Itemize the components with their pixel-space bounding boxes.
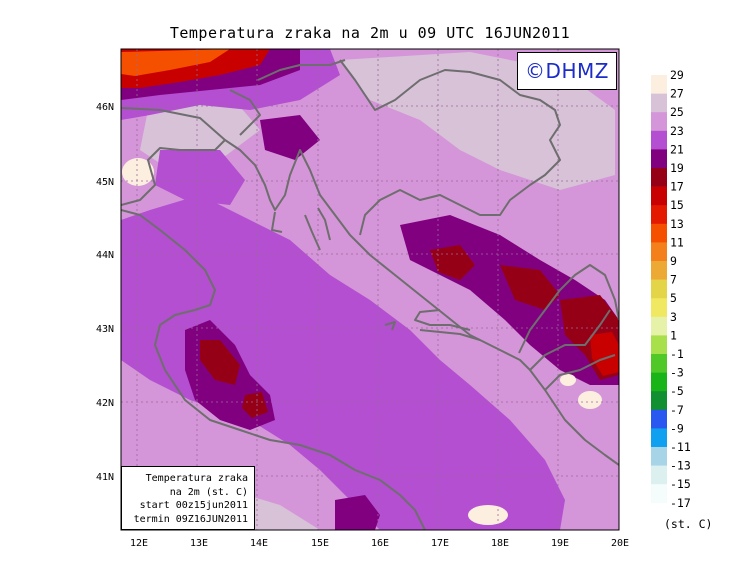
colorbar-label: 9	[670, 254, 677, 268]
colorbar-swatch	[651, 391, 667, 411]
y-axis: 41N 42N 43N 44N 45N 46N	[96, 102, 114, 483]
y-tick: 43N	[96, 324, 114, 335]
colorbar-swatch	[651, 168, 667, 187]
colorbar-label: -1	[670, 347, 684, 361]
colorbar-label: 5	[670, 291, 677, 305]
field-core-6	[590, 332, 619, 376]
colorbar-swatch	[651, 465, 667, 485]
dhmz-logo: ©DHMZ	[517, 52, 617, 90]
y-tick: 44N	[96, 250, 114, 261]
colorbar-label: -5	[670, 384, 684, 398]
colorbar-label: 17	[670, 180, 684, 194]
colorbar-swatch	[651, 205, 667, 225]
colorbar-swatch	[651, 409, 667, 429]
colorbar-swatch	[651, 372, 667, 392]
info-line: Temperatura zraka	[145, 473, 248, 484]
colorbar-label: 7	[670, 273, 677, 287]
field-spot-1	[122, 158, 154, 186]
colorbar-label: 11	[670, 235, 684, 249]
sea-field	[121, 195, 565, 530]
colorbar-label: 1	[670, 328, 677, 342]
field-istria-warm	[260, 115, 320, 160]
field-spot-2	[468, 505, 508, 525]
info-box: Temperatura zraka na 2m (st. C) start 00…	[121, 466, 255, 530]
x-tick: 20E	[611, 538, 629, 549]
colorbar: 29 27 25 23 21 19 17 15 13 11 9 7 5 3 1 -1 -3 -5 -7 -9 -11 -1…	[651, 68, 691, 510]
colorbar-swatch	[651, 186, 667, 206]
colorbar-swatch	[651, 149, 667, 169]
colorbar-label: 27	[670, 87, 684, 101]
y-tick: 45N	[96, 177, 114, 188]
colorbar-label: 3	[670, 310, 677, 324]
info-line: termin 09Z16JUN2011	[133, 513, 248, 525]
field-spot-3	[578, 391, 602, 409]
info-line: start 00z15jun2011	[139, 500, 248, 511]
colorbar-label: 29	[670, 68, 684, 82]
colorbar-label: 15	[670, 198, 684, 212]
colorbar-swatch	[651, 261, 667, 280]
colorbar-label: 13	[670, 217, 684, 231]
colorbar-label: -3	[670, 366, 684, 380]
colorbar-swatch	[651, 484, 667, 504]
colorbar-swatch	[651, 75, 667, 94]
colorbar-swatch	[651, 335, 667, 355]
colorbar-unit: (st. C)	[664, 517, 712, 531]
colorbar-swatch	[651, 130, 667, 150]
y-tick: 46N	[96, 102, 114, 113]
y-tick: 42N	[96, 398, 114, 409]
field-hot-nw-4	[121, 49, 230, 76]
colorbar-swatch	[651, 223, 667, 243]
field-core-4	[500, 265, 560, 310]
field-south-warm	[335, 495, 380, 530]
x-tick: 13E	[190, 538, 208, 549]
colorbar-label: 21	[670, 142, 684, 156]
colorbar-swatch	[651, 428, 667, 448]
colorbar-label: 23	[670, 124, 684, 138]
map-title: Temperatura zraka na 2m u 09 UTC 16JUN20…	[169, 24, 571, 42]
colorbar-label: 25	[670, 105, 684, 119]
x-tick: 18E	[491, 538, 509, 549]
colorbar-label: -9	[670, 421, 684, 435]
x-axis: 12E 13E 14E 15E 16E 17E 18E 19E 20E	[130, 538, 629, 549]
x-tick: 16E	[371, 538, 389, 549]
field-core-2	[242, 392, 268, 418]
x-tick: 19E	[551, 538, 569, 549]
info-line: na 2m (st. C)	[169, 486, 248, 498]
colorbar-label: -7	[670, 403, 684, 417]
colorbar-swatch	[651, 242, 667, 262]
colorbar-swatch	[651, 447, 667, 466]
field-core-1	[200, 340, 240, 385]
colorbar-swatch	[651, 93, 667, 113]
x-tick: 15E	[311, 538, 329, 549]
colorbar-swatch	[651, 316, 667, 336]
map-frame	[120, 48, 620, 531]
colorbar-label: 19	[670, 161, 684, 175]
colorbar-swatch	[651, 279, 667, 299]
y-tick: 41N	[96, 472, 114, 483]
colorbar-label: -13	[670, 459, 691, 473]
sea-upper-field	[155, 150, 245, 205]
field-spot-4	[560, 374, 576, 386]
colorbar-label: -11	[670, 440, 691, 454]
x-tick: 17E	[431, 538, 449, 549]
colorbar-label: -15	[670, 477, 691, 491]
colorbar-swatch	[651, 112, 667, 132]
coastlines	[121, 59, 619, 530]
colorbar-swatch	[651, 354, 667, 373]
colorbar-label: -17	[670, 496, 691, 510]
x-tick: 14E	[250, 538, 268, 549]
colorbar-swatch	[651, 298, 667, 318]
x-tick: 12E	[130, 538, 148, 549]
